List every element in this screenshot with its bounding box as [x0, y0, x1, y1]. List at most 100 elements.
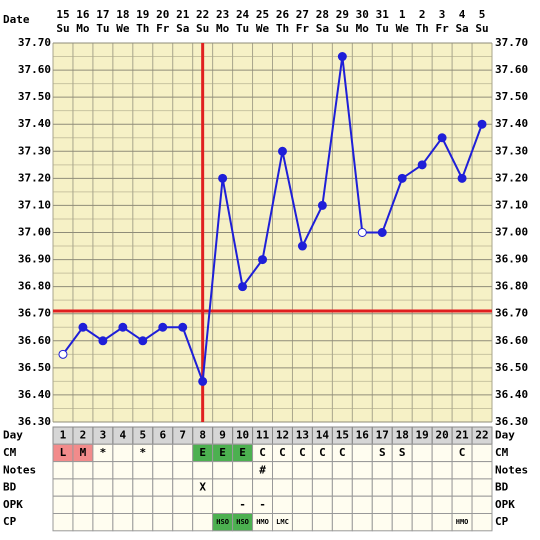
cell: [152, 461, 174, 480]
y-tick-label-right: 37.30: [495, 144, 528, 157]
day-number: 1: [60, 429, 67, 442]
cell-text: C: [299, 446, 306, 459]
y-tick-label-right: 36.90: [495, 253, 528, 266]
date-label: 27: [296, 8, 309, 21]
cell: [112, 513, 134, 532]
cell: [92, 495, 114, 515]
cell: [132, 478, 154, 497]
temperature-point: [337, 52, 347, 62]
cell: [471, 513, 493, 532]
temperature-point: [377, 228, 387, 237]
date-label: 5: [479, 8, 486, 21]
cell: [172, 461, 194, 480]
day-number: 19: [416, 429, 429, 442]
cell: [331, 495, 353, 515]
cell: [272, 478, 293, 497]
temperature-point: [457, 173, 467, 183]
y-tick-label: 37.50: [18, 90, 51, 103]
cell: [431, 495, 453, 515]
weekday-label: Tu: [236, 22, 249, 35]
y-tick-label-right: 37.00: [495, 226, 528, 239]
cell: [431, 461, 453, 480]
day-number: 18: [396, 429, 409, 442]
row-label: BD: [3, 481, 17, 494]
y-tick-label-right: 37.50: [495, 90, 528, 103]
row-label: CM: [3, 446, 17, 459]
cell: [212, 495, 234, 515]
cell: [92, 461, 114, 480]
weekday-label: Sa: [455, 22, 468, 35]
cell-text: C: [259, 446, 266, 459]
weekday-label: We: [396, 22, 410, 35]
y-tick-label-right: 37.10: [495, 198, 528, 211]
day-number: 3: [100, 429, 107, 442]
cell: [52, 495, 74, 515]
weekday-label: Fr: [156, 22, 170, 35]
day-number: 7: [179, 429, 186, 442]
cell-text: *: [139, 446, 146, 459]
y-tick-label-right: 36.60: [495, 334, 528, 347]
date-label: 23: [216, 8, 229, 21]
temperature-point: [218, 173, 228, 183]
cell-text: HSO: [216, 518, 229, 526]
cell: [291, 478, 313, 497]
cell: [52, 461, 74, 480]
cell: [132, 495, 154, 515]
date-label: 19: [136, 8, 149, 21]
weekday-label: Su: [336, 22, 349, 35]
row-label-right: Notes: [495, 463, 528, 476]
date-label: 21: [176, 8, 190, 21]
cell-text: M: [80, 446, 87, 459]
temperature-point: [437, 133, 447, 143]
y-tick-label: 37.70: [18, 36, 51, 49]
temperature-point: [198, 376, 208, 386]
cell: [471, 478, 493, 497]
cell: [272, 461, 293, 480]
weekday-label: We: [116, 22, 130, 35]
cell: [411, 495, 433, 515]
date-label: 17: [96, 8, 109, 21]
weekday-label: Sa: [316, 22, 329, 35]
cell-text: E: [239, 446, 246, 459]
date-label: 22: [196, 8, 209, 21]
date-label: 4: [459, 8, 466, 21]
cell: [391, 513, 413, 532]
weekday-label: Sa: [176, 22, 189, 35]
y-tick-label: 36.40: [18, 388, 51, 401]
cell: [112, 478, 134, 497]
weekday-label: Mo: [216, 22, 230, 35]
cell: [471, 461, 493, 480]
weekday-label: Mo: [76, 22, 90, 35]
row-label: Day: [3, 429, 23, 442]
temperature-point: [277, 146, 287, 156]
cell: [351, 461, 373, 480]
cell: [391, 495, 413, 515]
cell: [471, 495, 493, 515]
cell-text: S: [399, 446, 406, 459]
row-label-right: CM: [495, 446, 509, 459]
day-number: 2: [80, 429, 87, 442]
cell-text: X: [199, 481, 206, 494]
day-number: 16: [356, 429, 370, 442]
cell: [371, 478, 393, 497]
cell: [311, 495, 333, 515]
cell: [252, 478, 274, 497]
cell: [411, 478, 433, 497]
day-number: 5: [139, 429, 146, 442]
cell: [411, 461, 433, 480]
cell: [291, 461, 313, 480]
cell: [351, 495, 373, 515]
cell: [291, 495, 313, 515]
cell-text: C: [459, 446, 466, 459]
day-number: 10: [236, 429, 249, 442]
date-label: 16: [76, 8, 90, 21]
cell: [411, 513, 433, 532]
cell: [152, 495, 174, 515]
weekday-label: Su: [56, 22, 69, 35]
date-label: 26: [276, 8, 290, 21]
day-number: 21: [455, 429, 469, 442]
cell-text: #: [259, 463, 266, 476]
date-label: 1: [399, 8, 406, 21]
temperature-point: [118, 322, 128, 332]
